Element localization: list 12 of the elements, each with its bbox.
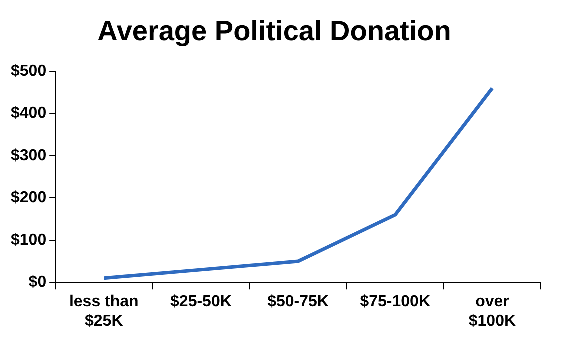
y-tick-label: $100 bbox=[11, 232, 47, 249]
x-tick-label: $50-75K bbox=[268, 294, 330, 311]
y-tick-label: $200 bbox=[11, 190, 47, 207]
x-tick-label: $25-50K bbox=[170, 294, 232, 311]
x-tick-label: less than $25K bbox=[69, 294, 139, 330]
x-tick-label: over $100K bbox=[468, 294, 516, 330]
y-tick-label: $500 bbox=[11, 63, 47, 80]
y-tick-label: $400 bbox=[11, 105, 47, 122]
y-tick-label: $0 bbox=[28, 274, 47, 292]
chart-title: Average Political Donation bbox=[98, 16, 452, 47]
x-tick-label: $75-100K bbox=[360, 294, 431, 311]
y-tick-label: $300 bbox=[11, 147, 47, 164]
